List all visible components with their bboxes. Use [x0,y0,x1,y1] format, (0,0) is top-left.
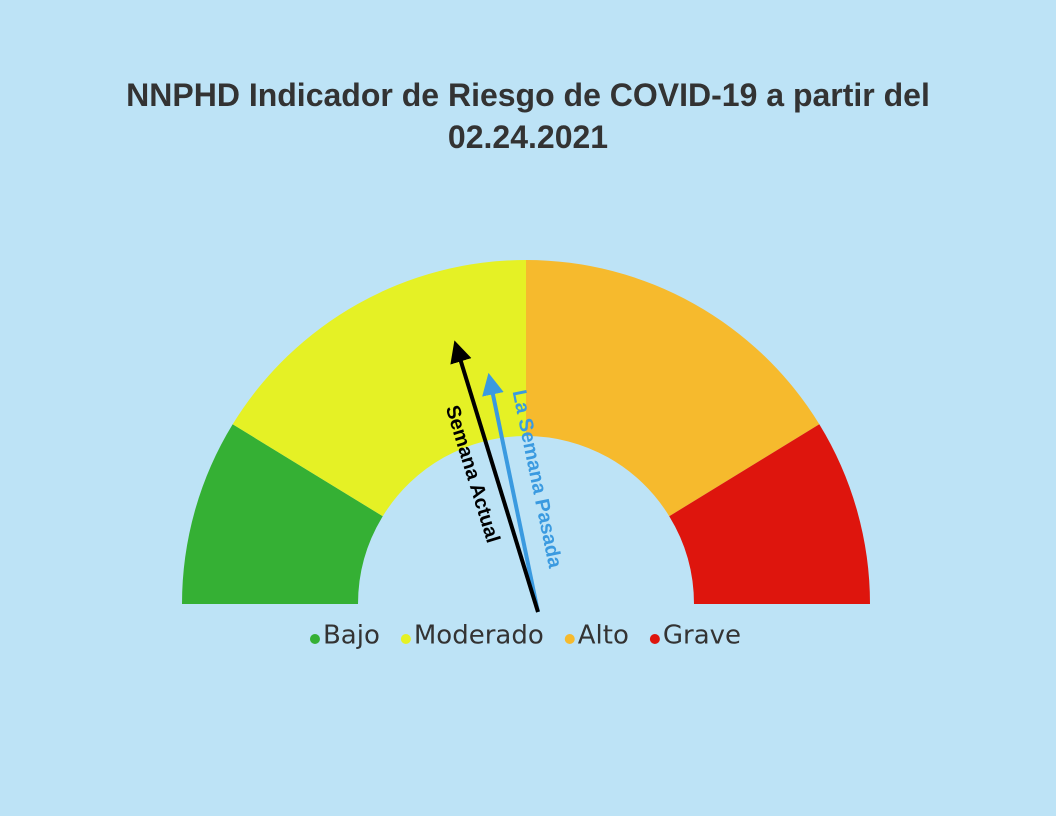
legend-label-grave: Grave [663,621,741,651]
legend-label-moderado: Moderado [414,621,544,651]
chart-title: NNPHD Indicador de Riesgo de COVID-19 a … [0,74,1056,158]
chart-title-line-1: NNPHD Indicador de Riesgo de COVID-19 a … [126,77,930,113]
legend-label-alto: Alto [578,621,629,651]
gauge-bands [182,260,871,604]
gauge-band-bajo [182,424,383,604]
legend: Bajo Moderado Alto Grave [309,621,741,651]
legend-swatch-grave [649,634,660,644]
needle-la-semana-pasada [482,372,540,613]
legend-swatch-bajo [309,634,320,644]
chart-title-line-2: 02.24.2021 [447,119,609,155]
gauge-band-grave [669,424,871,604]
gauge-band-moderado [232,260,527,517]
legend-swatch-alto [564,634,575,644]
legend-item-bajo: Bajo [309,621,380,651]
gauge-band-alto [526,260,820,517]
legend-swatch-moderado [400,634,411,644]
legend-item-alto: Alto [564,621,629,651]
needle-semana-actual [450,340,540,613]
legend-label-bajo: Bajo [323,621,380,651]
legend-item-moderado: Moderado [400,621,544,651]
legend-item-grave: Grave [649,621,741,651]
